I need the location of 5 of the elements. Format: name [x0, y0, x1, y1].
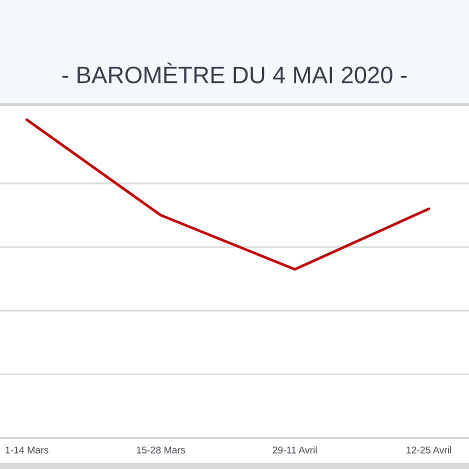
x-tick-label: 1-14 Mars — [6, 446, 48, 454]
chart-title: - BAROMÈTRE DU 4 MAI 2020 - — [62, 62, 407, 84]
x-tick-label: 12-25 Avril — [406, 446, 452, 454]
x-tick-label: 29-11 Avril — [272, 446, 317, 454]
x-tick-label: 15-28 Mars — [136, 446, 186, 454]
